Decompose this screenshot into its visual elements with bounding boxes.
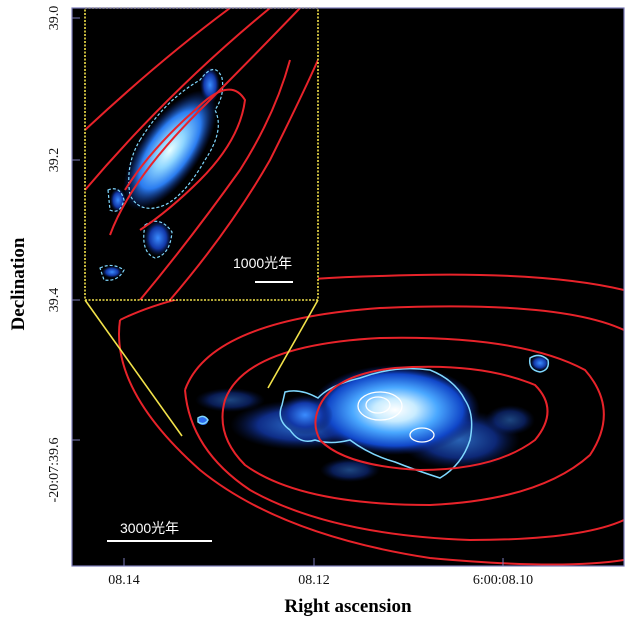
y-tick-labels: 39.0 39.2 39.4 -20:07:39.6	[47, 6, 62, 503]
main-scale-bar: 3000光年	[107, 520, 212, 542]
inset-scale-bar: 1000光年	[233, 255, 293, 283]
x-axis-title: Right ascension	[284, 596, 412, 617]
inset-scale-bar-label: 1000光年	[233, 255, 292, 271]
y-tick-label: 39.4	[47, 288, 62, 313]
x-tick-label: 08.14	[108, 573, 140, 588]
axes-frame	[71, 7, 625, 567]
x-tick-label: 6:00:08.10	[473, 573, 533, 588]
radio-contours	[118, 273, 624, 566]
main-scale-bar-label: 3000光年	[120, 520, 179, 536]
inset-callout-lines	[84, 299, 319, 437]
inset-emission-contours	[99, 68, 224, 281]
x-tick-label: 08.12	[298, 573, 330, 588]
x-tick-labels: 08.14 08.12 6:00:08.10	[108, 573, 533, 588]
y-tick-label: 39.2	[47, 148, 62, 173]
y-axis-title: Declination	[8, 237, 29, 330]
peak-contours	[357, 391, 435, 443]
y-tick-label: 39.0	[47, 6, 62, 31]
y-tick-label: -20:07:39.6	[47, 438, 62, 503]
zoom-inset: 1000光年	[84, 7, 319, 301]
emission-contours	[197, 354, 550, 479]
inset-radio-contours	[85, 8, 318, 300]
